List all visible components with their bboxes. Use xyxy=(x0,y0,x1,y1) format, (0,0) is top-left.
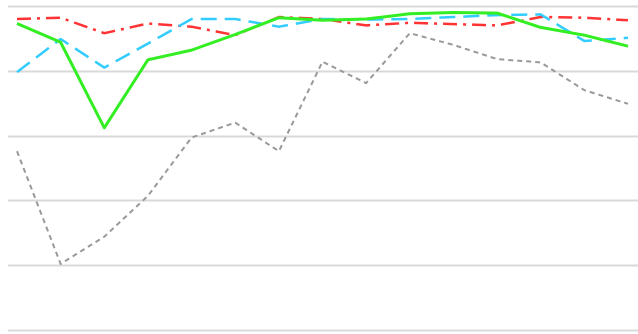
series-line-3-solid xyxy=(16,11,629,130)
series-line-2-dashed xyxy=(16,13,629,74)
gridlines xyxy=(8,5,638,332)
series-line-4-dotted xyxy=(16,32,629,265)
chart-series xyxy=(16,11,629,265)
